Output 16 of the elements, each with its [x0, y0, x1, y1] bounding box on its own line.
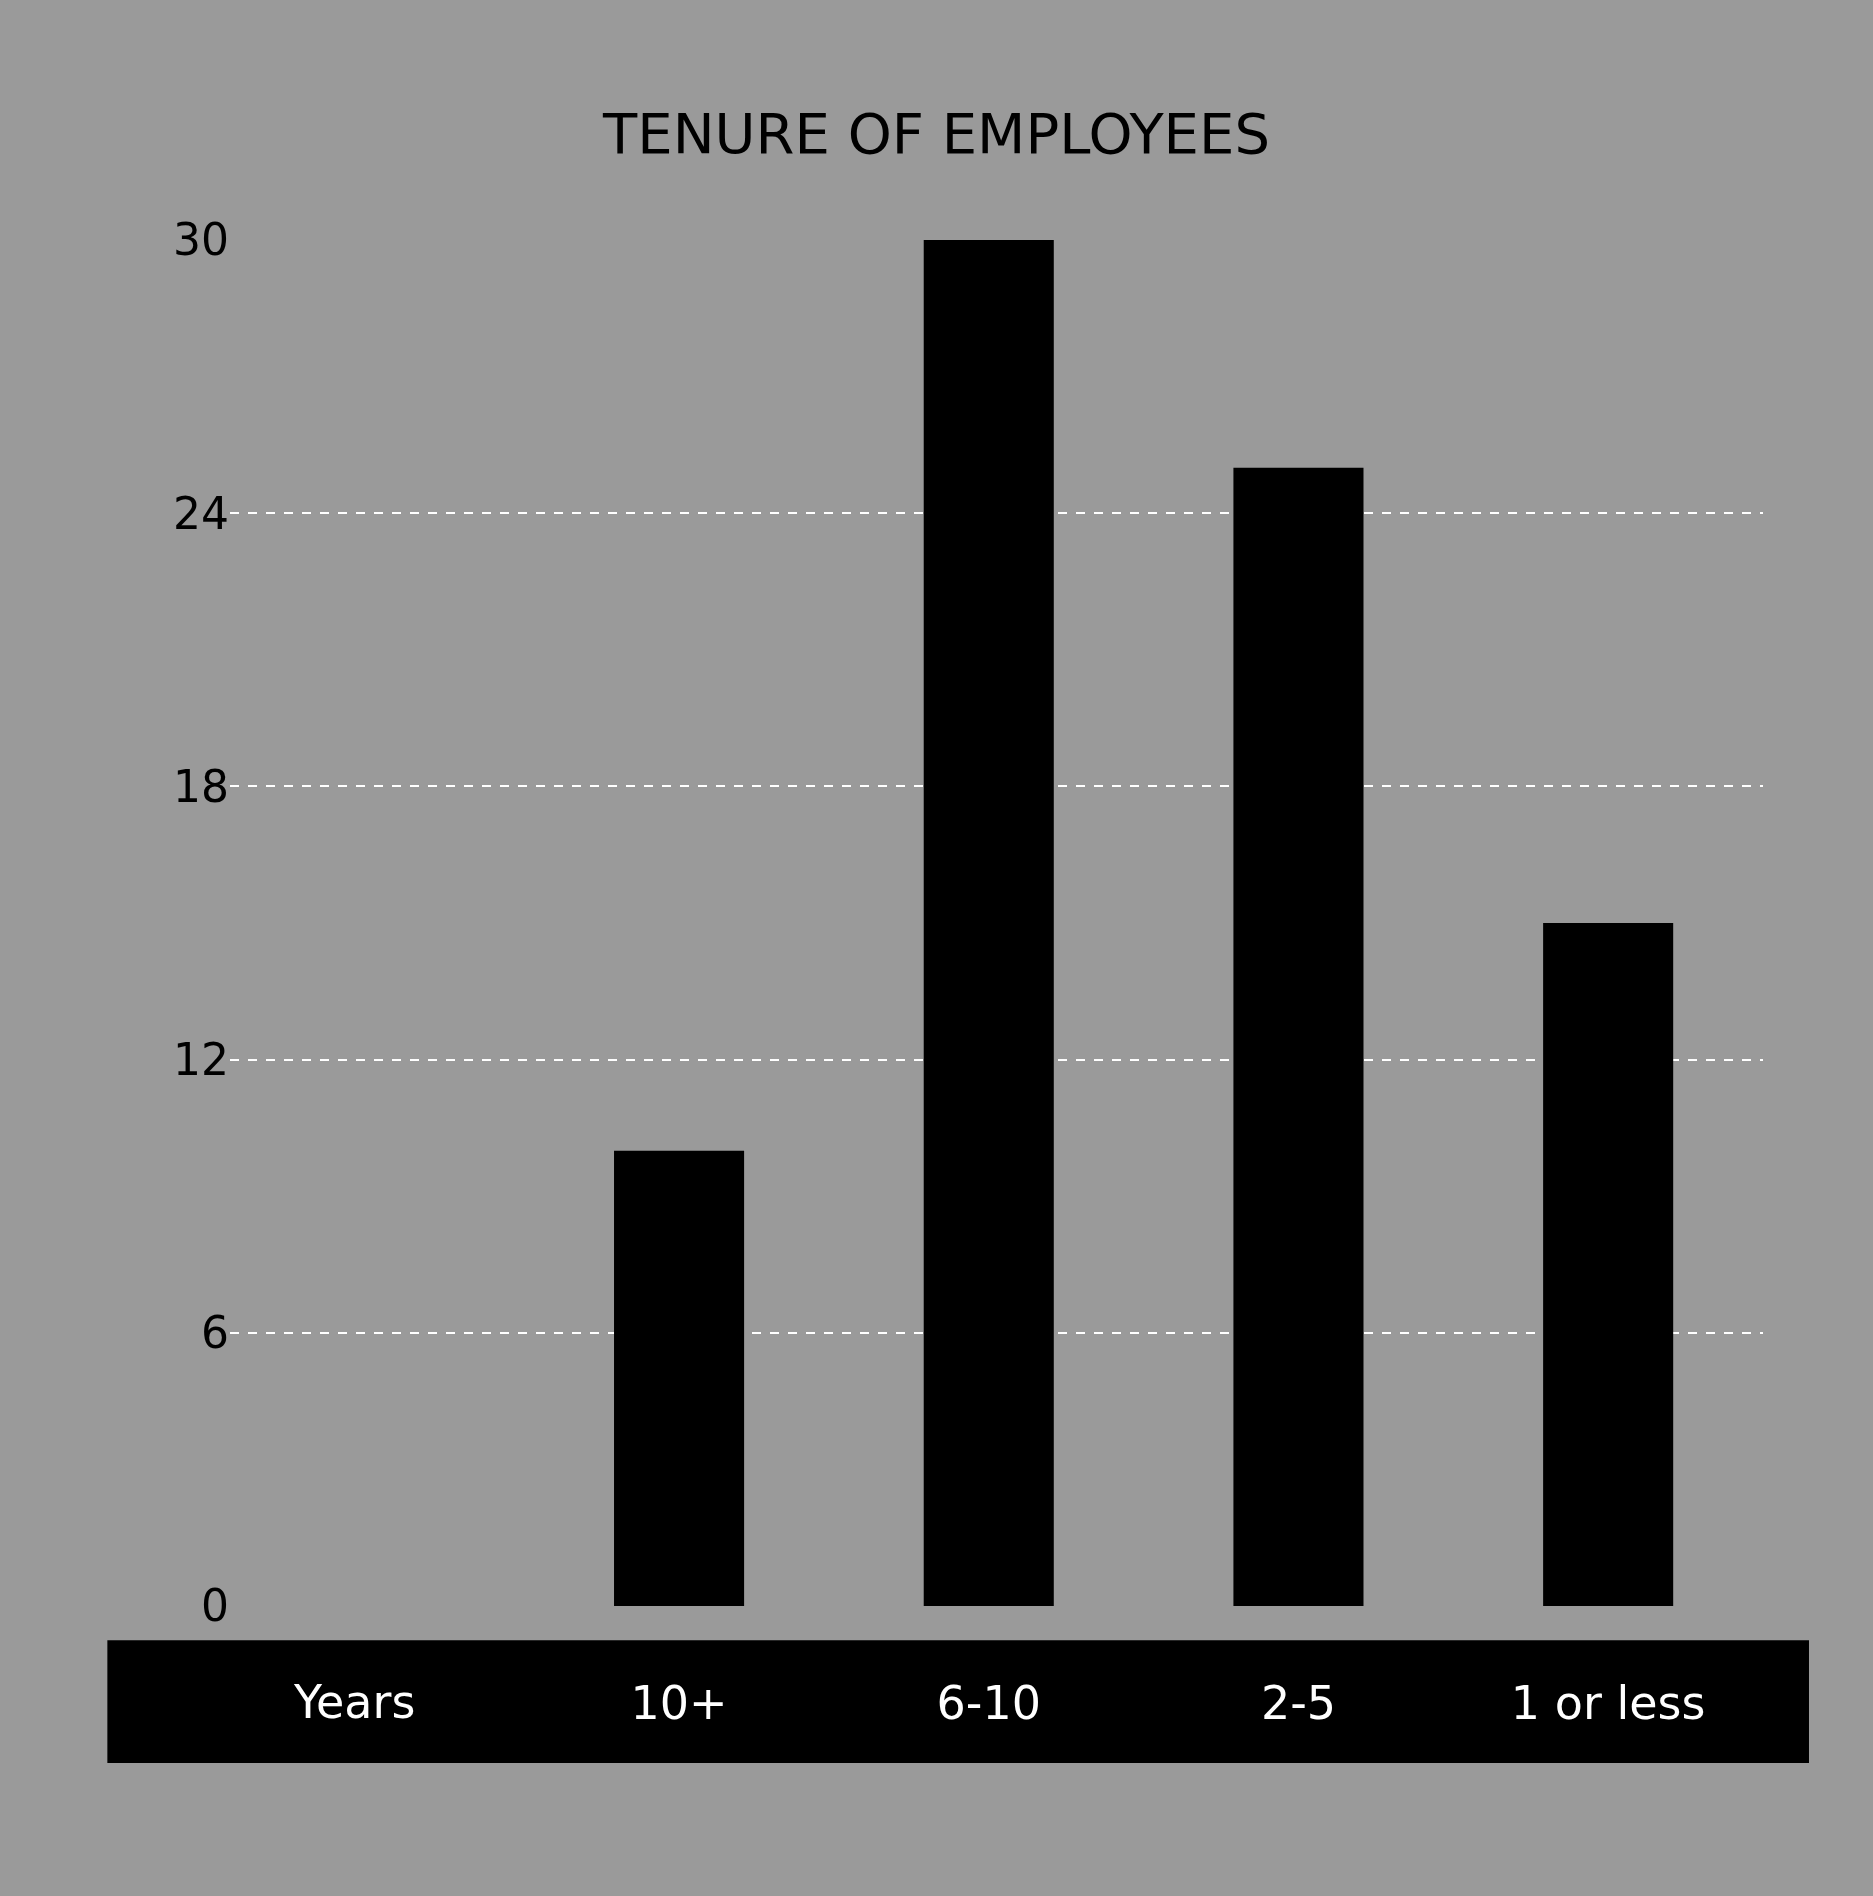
- y-tick-label: 6: [201, 1307, 229, 1359]
- x-tick-label: 6-10: [936, 1676, 1041, 1730]
- y-tick-label: 24: [173, 487, 229, 539]
- bar: [1543, 923, 1674, 1606]
- y-tick-label: 18: [173, 760, 229, 812]
- bar: [1233, 467, 1364, 1606]
- x-tick-label: 1 or less: [1510, 1676, 1706, 1730]
- x-tick-label: 2-5: [1260, 1676, 1337, 1730]
- bar: [923, 240, 1054, 1606]
- bar: [614, 1150, 745, 1606]
- y-tick-label: 0: [201, 1580, 229, 1632]
- x-axis-title: Years: [293, 1675, 416, 1729]
- x-tick-label: 10+: [630, 1676, 728, 1730]
- y-tick-label: 30: [173, 214, 229, 266]
- chart-title: TENURE OF EMPLOYEES: [602, 100, 1270, 166]
- y-tick-label: 12: [173, 1034, 229, 1085]
